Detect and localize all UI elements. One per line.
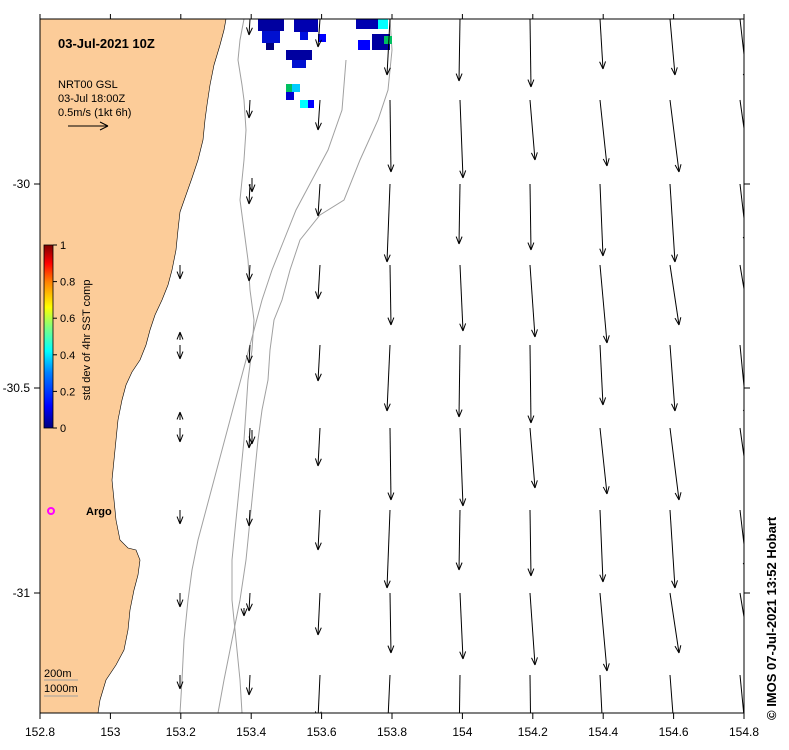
colorbar: 0 0.2 0.4 0.6 0.8 1 std dev of 4hr SST comp [43, 240, 93, 435]
bathymetry-deep [179, 59, 347, 713]
y-tick-label: -30 [13, 177, 31, 191]
colorbar-tick-label: 0 [60, 423, 66, 435]
bathymetry-label-1000m: 1000m [44, 683, 78, 695]
argo-float-marker [47, 507, 55, 515]
colorbar-tick-label: 1 [60, 240, 66, 252]
x-tick-label: 154.4 [588, 725, 618, 739]
colorbar-tick-label: 0.8 [60, 277, 75, 289]
colorbar-tick-label: 0.2 [60, 386, 75, 398]
y-axis: -30 -30.5 -31 [3, 177, 750, 600]
colorbar-tick-label: 0.4 [60, 350, 75, 362]
x-tick-label: 153.2 [166, 725, 196, 739]
imos-credit: © IMOS 07-Jul-2021 13:52 Hobart [764, 516, 779, 720]
x-tick-label: 153.6 [307, 725, 337, 739]
argo-label: Argo [86, 506, 112, 518]
x-axis: 152.8 153 153.2 153.4 153.6 153.8 154 154.2 154.… [25, 14, 759, 739]
x-tick-label: 154.6 [659, 725, 689, 739]
current-product-label: NRT00 GSL [58, 79, 118, 91]
x-tick-label: 152.8 [25, 725, 55, 739]
x-tick-label: 154 [452, 725, 472, 739]
x-tick-label: 154.2 [518, 725, 548, 739]
current-vectors [176, 19, 744, 713]
vector-scale-arrow [68, 121, 109, 131]
vector-scale-label: 0.5m/s (1kt 6h) [58, 107, 131, 119]
x-tick-label: 154.8 [729, 725, 759, 739]
y-tick-label: -31 [13, 586, 31, 600]
x-tick-label: 153 [100, 725, 120, 739]
colorbar-tick-label: 0.6 [60, 313, 75, 325]
map-date-title: 03-Jul-2021 10Z [58, 36, 155, 51]
colorbar-gradient [43, 244, 54, 429]
x-tick-label: 153.8 [377, 725, 407, 739]
x-tick-label: 153.4 [236, 725, 266, 739]
colorbar-label: std dev of 4hr SST comp [81, 280, 93, 401]
current-time-label: 03-Jul 18:00Z [58, 93, 126, 105]
bathymetry-label-200m: 200m [44, 668, 72, 680]
bathymetry-1000m [217, 19, 393, 713]
y-tick-label: -30.5 [3, 381, 31, 395]
bathymetry-200m [231, 19, 255, 713]
sst-stddev-patches [258, 19, 392, 108]
coastline-land [40, 19, 227, 713]
